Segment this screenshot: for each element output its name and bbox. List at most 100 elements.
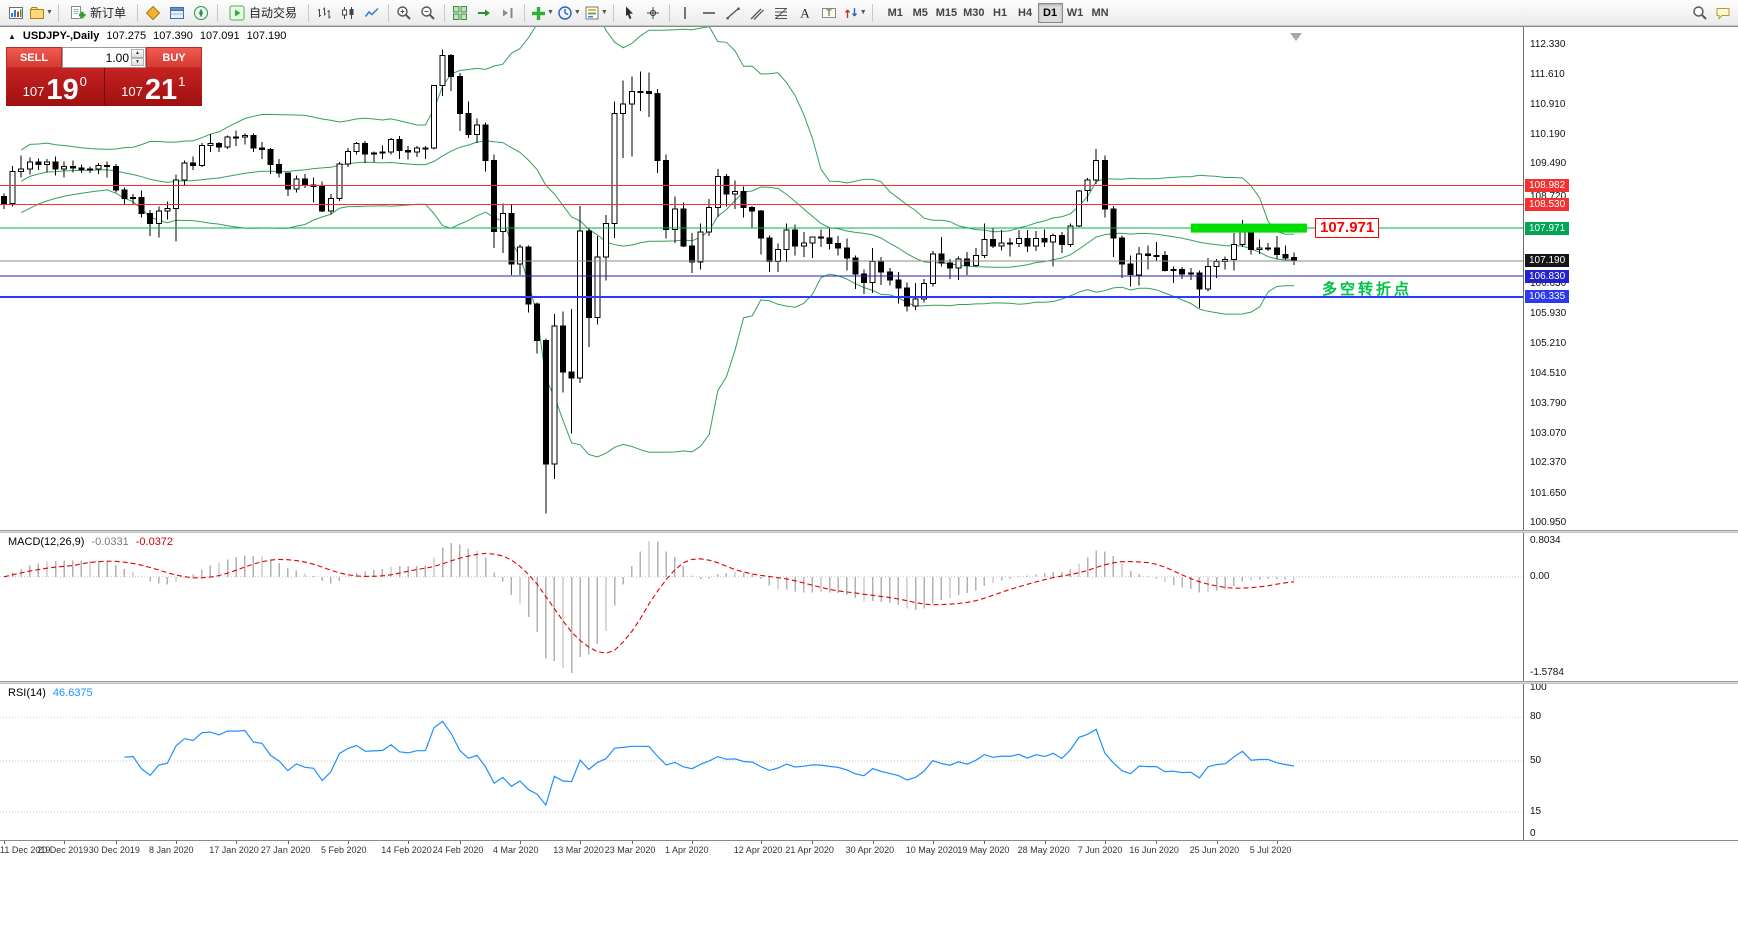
svg-text:A: A <box>801 5 811 20</box>
buy-price-display[interactable]: 107 21 1 <box>104 68 202 106</box>
arrows-button[interactable]: ▼ <box>842 2 868 24</box>
timeframe-button-m5[interactable]: M5 <box>912 6 928 19</box>
periods-icon <box>558 5 572 20</box>
autotrading-button[interactable]: 自动交易 <box>222 2 304 24</box>
timeframe-button-h4[interactable]: H4 <box>1018 6 1033 19</box>
macd-scale[interactable]: 0.8034 0.00 -1.5784 <box>1523 533 1738 681</box>
new-order-label: 新订单 <box>89 6 126 20</box>
macd-canvas[interactable] <box>0 533 1523 681</box>
sell-button[interactable]: SELL <box>6 47 62 68</box>
indicators-button[interactable]: ▼ <box>529 2 555 24</box>
arrows-icon <box>844 7 857 18</box>
cursor-button[interactable] <box>618 2 641 24</box>
macd-histogram <box>11 541 1295 673</box>
buy-button[interactable]: BUY <box>146 47 202 68</box>
rsi-scale-label: 0 <box>1530 828 1536 839</box>
panel-splitter[interactable] <box>0 530 1738 533</box>
price-annotation-label[interactable]: 107.971 <box>1315 218 1380 238</box>
rsi-canvas[interactable] <box>0 684 1523 840</box>
turning-point-note[interactable]: 多空转折点 <box>1322 281 1413 298</box>
date-label: 19 May 2020 <box>957 845 1010 855</box>
vertical-line-button[interactable] <box>674 2 697 24</box>
rsi-scale[interactable]: 100 80 50 15 0 <box>1523 684 1738 840</box>
timeframe-button-w1[interactable]: W1 <box>1066 6 1084 19</box>
toolbar-separator <box>387 3 389 22</box>
profiles-icon <box>29 6 44 19</box>
toolbar-right-group <box>1688 2 1734 24</box>
time-axis[interactable]: 11 Dec 2019 20 Dec 2019 30 Dec 2019 8 Jan 2… <box>0 840 1738 858</box>
line-chart-button[interactable] <box>361 2 384 24</box>
crosshair-button[interactable] <box>642 2 665 24</box>
toolbar-separator <box>668 3 670 22</box>
navigator-button[interactable] <box>190 2 213 24</box>
price-scale[interactable]: 112.330 111.610 110.910 110.190 109.490 108.7… <box>1523 27 1738 530</box>
zoom-out-button[interactable] <box>417 2 440 24</box>
price-level-badge: 106.830 <box>1525 269 1570 283</box>
panel-splitter[interactable] <box>0 681 1738 684</box>
one-click-toggle-icon[interactable]: ▲ <box>8 31 16 41</box>
data-window-icon <box>170 6 185 19</box>
periods-button[interactable]: ▼ <box>556 2 582 24</box>
price-tick-label: 105.210 <box>1530 338 1567 350</box>
date-tick <box>520 841 521 844</box>
chevron-down-icon: ▼ <box>46 9 53 16</box>
sell-price-display[interactable]: 107 19 0 <box>6 68 104 106</box>
chart-shift-button[interactable] <box>497 2 520 24</box>
date-tick <box>1156 841 1158 844</box>
date-label: 30 Apr 2020 <box>845 845 895 855</box>
new-order-button[interactable]: 新订单 <box>63 2 133 24</box>
data-window-button[interactable] <box>166 2 189 24</box>
timeframe-button-m1[interactable]: M1 <box>887 6 903 19</box>
timeframe-button-h1[interactable]: H1 <box>993 6 1008 19</box>
volume-step-down[interactable]: ▼ <box>131 57 144 66</box>
chat-button[interactable] <box>1711 2 1734 24</box>
zoom-in-button[interactable] <box>393 2 416 24</box>
date-tick <box>692 841 693 844</box>
price-tick-label: 106.630 <box>1530 278 1567 290</box>
volume-step-up[interactable]: ▲ <box>131 49 144 58</box>
timeframe-button-mn[interactable]: MN <box>1091 6 1109 19</box>
text-label-button[interactable]: T <box>818 2 841 24</box>
zoom-in-icon <box>397 5 412 20</box>
bollinger-lower <box>20 189 1295 458</box>
tile-windows-button[interactable] <box>449 2 472 24</box>
timeframe-button-d1[interactable]: D1 <box>1037 2 1063 23</box>
navigator-icon <box>194 5 209 20</box>
trendline-button[interactable] <box>722 2 745 24</box>
date-label: 12 Apr 2020 <box>733 845 783 855</box>
new-chart-button[interactable] <box>4 2 27 24</box>
price-chart-canvas[interactable] <box>0 27 1523 530</box>
tile-windows-icon <box>453 5 468 20</box>
auto-scroll-button[interactable] <box>473 2 496 24</box>
symbol-label: USDJPY-,Daily <box>22 30 100 42</box>
volume-input[interactable] <box>63 48 145 67</box>
bar-chart-button[interactable] <box>313 2 336 24</box>
macd-scale-zero: 0.00 <box>1530 570 1550 582</box>
toolbar-separator <box>216 3 218 22</box>
candlestick-chart-button[interactable] <box>337 2 360 24</box>
templates-button[interactable]: ▼ <box>583 2 609 24</box>
horizontal-line-button[interactable] <box>698 2 721 24</box>
chevron-down-icon: ▼ <box>573 9 581 16</box>
date-label: 25 Jun 2020 <box>1189 845 1240 855</box>
zoom-out-icon <box>421 5 436 20</box>
price-tick-label: 110.910 <box>1530 98 1566 110</box>
date-label: 13 Mar 2020 <box>553 845 604 855</box>
timeframe-button-m15[interactable]: M15 <box>935 6 958 19</box>
horizontal-line-icon <box>703 11 716 14</box>
date-tick <box>459 841 461 844</box>
one-click-header: SELL ▲ ▼ BUY <box>6 47 202 68</box>
date-tick <box>760 841 762 844</box>
text-button[interactable]: A <box>794 2 817 24</box>
search-button[interactable] <box>1688 2 1711 24</box>
date-label: 4 Mar 2020 <box>493 845 539 855</box>
date-label: 20 Dec 2019 <box>37 845 89 855</box>
channel-button[interactable] <box>746 2 769 24</box>
profiles-button[interactable]: ▼ <box>28 2 54 24</box>
fibonacci-button[interactable] <box>770 2 793 24</box>
ohlc-close: 107.190 <box>246 30 287 42</box>
market-watch-button[interactable] <box>142 2 165 24</box>
price-tick-label: 103.070 <box>1530 428 1567 439</box>
timeframe-button-m30[interactable]: M30 <box>963 6 985 19</box>
highlight-rectangle[interactable] <box>1190 223 1307 233</box>
